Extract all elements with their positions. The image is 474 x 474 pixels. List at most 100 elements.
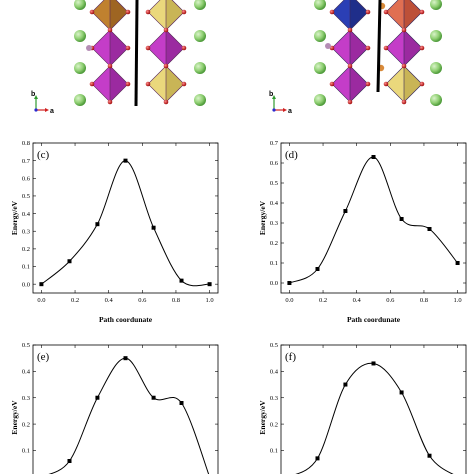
panel-label: (c) — [37, 149, 50, 161]
y-tick-label: 0.7 — [270, 140, 279, 147]
x-tick-label: 0.8 — [172, 297, 180, 304]
data-point — [315, 267, 320, 271]
data-point — [287, 281, 292, 285]
axis-label-b-left: b — [31, 91, 35, 98]
y-tick-label: 0.5 — [270, 180, 278, 187]
x-tick-label: 0.8 — [420, 297, 428, 304]
energy-plot-e: 0.00.10.20.30.40.5(e)Energy/eV — [10, 342, 219, 474]
axis-indicator-right: b a — [269, 91, 292, 115]
axis-label-a-left: a — [50, 108, 54, 115]
y-tick-label: 0.4 — [22, 211, 31, 218]
y-tick-label: 0.0 — [270, 280, 278, 287]
panel-label: (f) — [285, 351, 296, 363]
x-tick-label: 0.4 — [105, 297, 114, 304]
x-tick-label: 0.2 — [319, 297, 327, 304]
axis-label-a-right: a — [288, 108, 292, 115]
energy-curve — [295, 362, 454, 474]
y-tick-label: 0.3 — [22, 395, 30, 402]
data-point — [95, 395, 100, 400]
data-point — [39, 282, 44, 287]
y-tick-label: 0.5 — [270, 342, 278, 349]
y-tick-label: 0.2 — [270, 240, 278, 247]
y-tick-label: 0.4 — [270, 369, 279, 376]
data-point — [455, 261, 460, 265]
y-tick-label: 0.7 — [22, 158, 31, 165]
plot-frame — [32, 142, 219, 294]
crystal-structure-right — [314, 0, 442, 106]
x-axis-title: Path coordunate — [347, 315, 401, 324]
data-point — [151, 395, 156, 400]
y-tick-label: 0.0 — [22, 281, 30, 288]
data-point — [427, 227, 432, 231]
data-point — [123, 158, 128, 163]
energy-plot-d: 0.0 0.1 0.2 0.3 0.4 0.5 0.6 0.7 0.0 0.2 0.4 0.6 0.8 1… — [258, 140, 467, 324]
migration-path-line-left — [134, 0, 139, 107]
y-tick-label: 0.1 — [270, 448, 278, 455]
y-tick-label: 0.5 — [22, 193, 30, 200]
axis-label-b-right: b — [269, 91, 273, 98]
data-point — [371, 361, 376, 366]
data-point — [151, 225, 156, 230]
energy-curve — [48, 357, 210, 474]
y-tick-label: 0.3 — [270, 395, 278, 402]
panel-label: (e) — [37, 351, 50, 363]
oxygen-atoms-right — [325, 2, 425, 105]
y-axis-title: Energy/eV — [258, 400, 267, 435]
data-point — [399, 390, 404, 395]
data-point — [427, 453, 432, 458]
y-tick-label: 0.6 — [22, 175, 31, 182]
data-point — [179, 401, 184, 405]
y-axis-title: Energy/eV — [258, 200, 267, 235]
green-spheres-right — [314, 0, 442, 106]
x-tick-label: 0.4 — [353, 297, 362, 304]
green-spheres-left — [74, 0, 206, 106]
x-tick-label: 0.0 — [37, 297, 45, 304]
y-tick-label: 0.4 — [270, 200, 279, 207]
data-point — [343, 209, 348, 213]
x-tick-label: 1.0 — [206, 297, 214, 304]
data-point — [95, 222, 100, 227]
data-point — [179, 278, 184, 283]
panel-label: (d) — [285, 149, 298, 161]
y-tick-label: 0.8 — [22, 140, 30, 147]
y-tick-label: 0.1 — [22, 448, 30, 455]
y-tick-label: 0.2 — [22, 246, 30, 253]
energy-plot-c: 0.0 0.1 0.2 0.3 0.4 0.5 0.6 0.7 0.8 0.0 0.2 0.4 0.6 0… — [10, 140, 219, 324]
octahedra-left — [91, 0, 185, 103]
data-point — [343, 382, 348, 387]
y-tick-label: 0.3 — [22, 228, 30, 235]
y-tick-label: 0.4 — [22, 369, 31, 376]
y-tick-label: 0.2 — [22, 421, 30, 428]
x-tick-label: 0.0 — [285, 297, 293, 304]
x-tick-label: 1.0 — [454, 297, 462, 304]
plot-frame — [280, 142, 467, 294]
data-point — [207, 282, 212, 287]
x-tick-label: 0.2 — [71, 297, 79, 304]
data-point — [399, 217, 404, 221]
y-axis-title: Energy/eV — [10, 400, 19, 435]
y-tick-label: 0.2 — [270, 421, 278, 428]
y-tick-label: 0.5 — [22, 342, 30, 349]
y-tick-label: 0.3 — [270, 220, 278, 227]
y-tick-label: 0.1 — [22, 264, 30, 271]
x-tick-label: 0.6 — [386, 297, 395, 304]
plot-frame — [280, 344, 467, 474]
data-point — [371, 155, 376, 159]
y-axis-title: Energy/eV — [10, 200, 19, 235]
x-tick-label: 0.6 — [138, 297, 147, 304]
octahedra-right — [331, 0, 423, 103]
data-point — [67, 459, 72, 463]
x-axis-title: Path coordunate — [99, 315, 153, 324]
y-tick-label: 0.1 — [270, 260, 278, 267]
migration-path-line-right — [376, 0, 382, 93]
data-point — [67, 259, 72, 264]
data-point — [315, 456, 320, 461]
data-point — [123, 356, 128, 361]
y-tick-label: 0.6 — [270, 160, 279, 167]
axis-indicator-left: b a — [31, 91, 54, 115]
plot-frame — [32, 344, 219, 474]
oxygen-atoms-left — [86, 9, 187, 105]
energy-curve — [289, 156, 458, 284]
energy-curve — [41, 160, 210, 287]
